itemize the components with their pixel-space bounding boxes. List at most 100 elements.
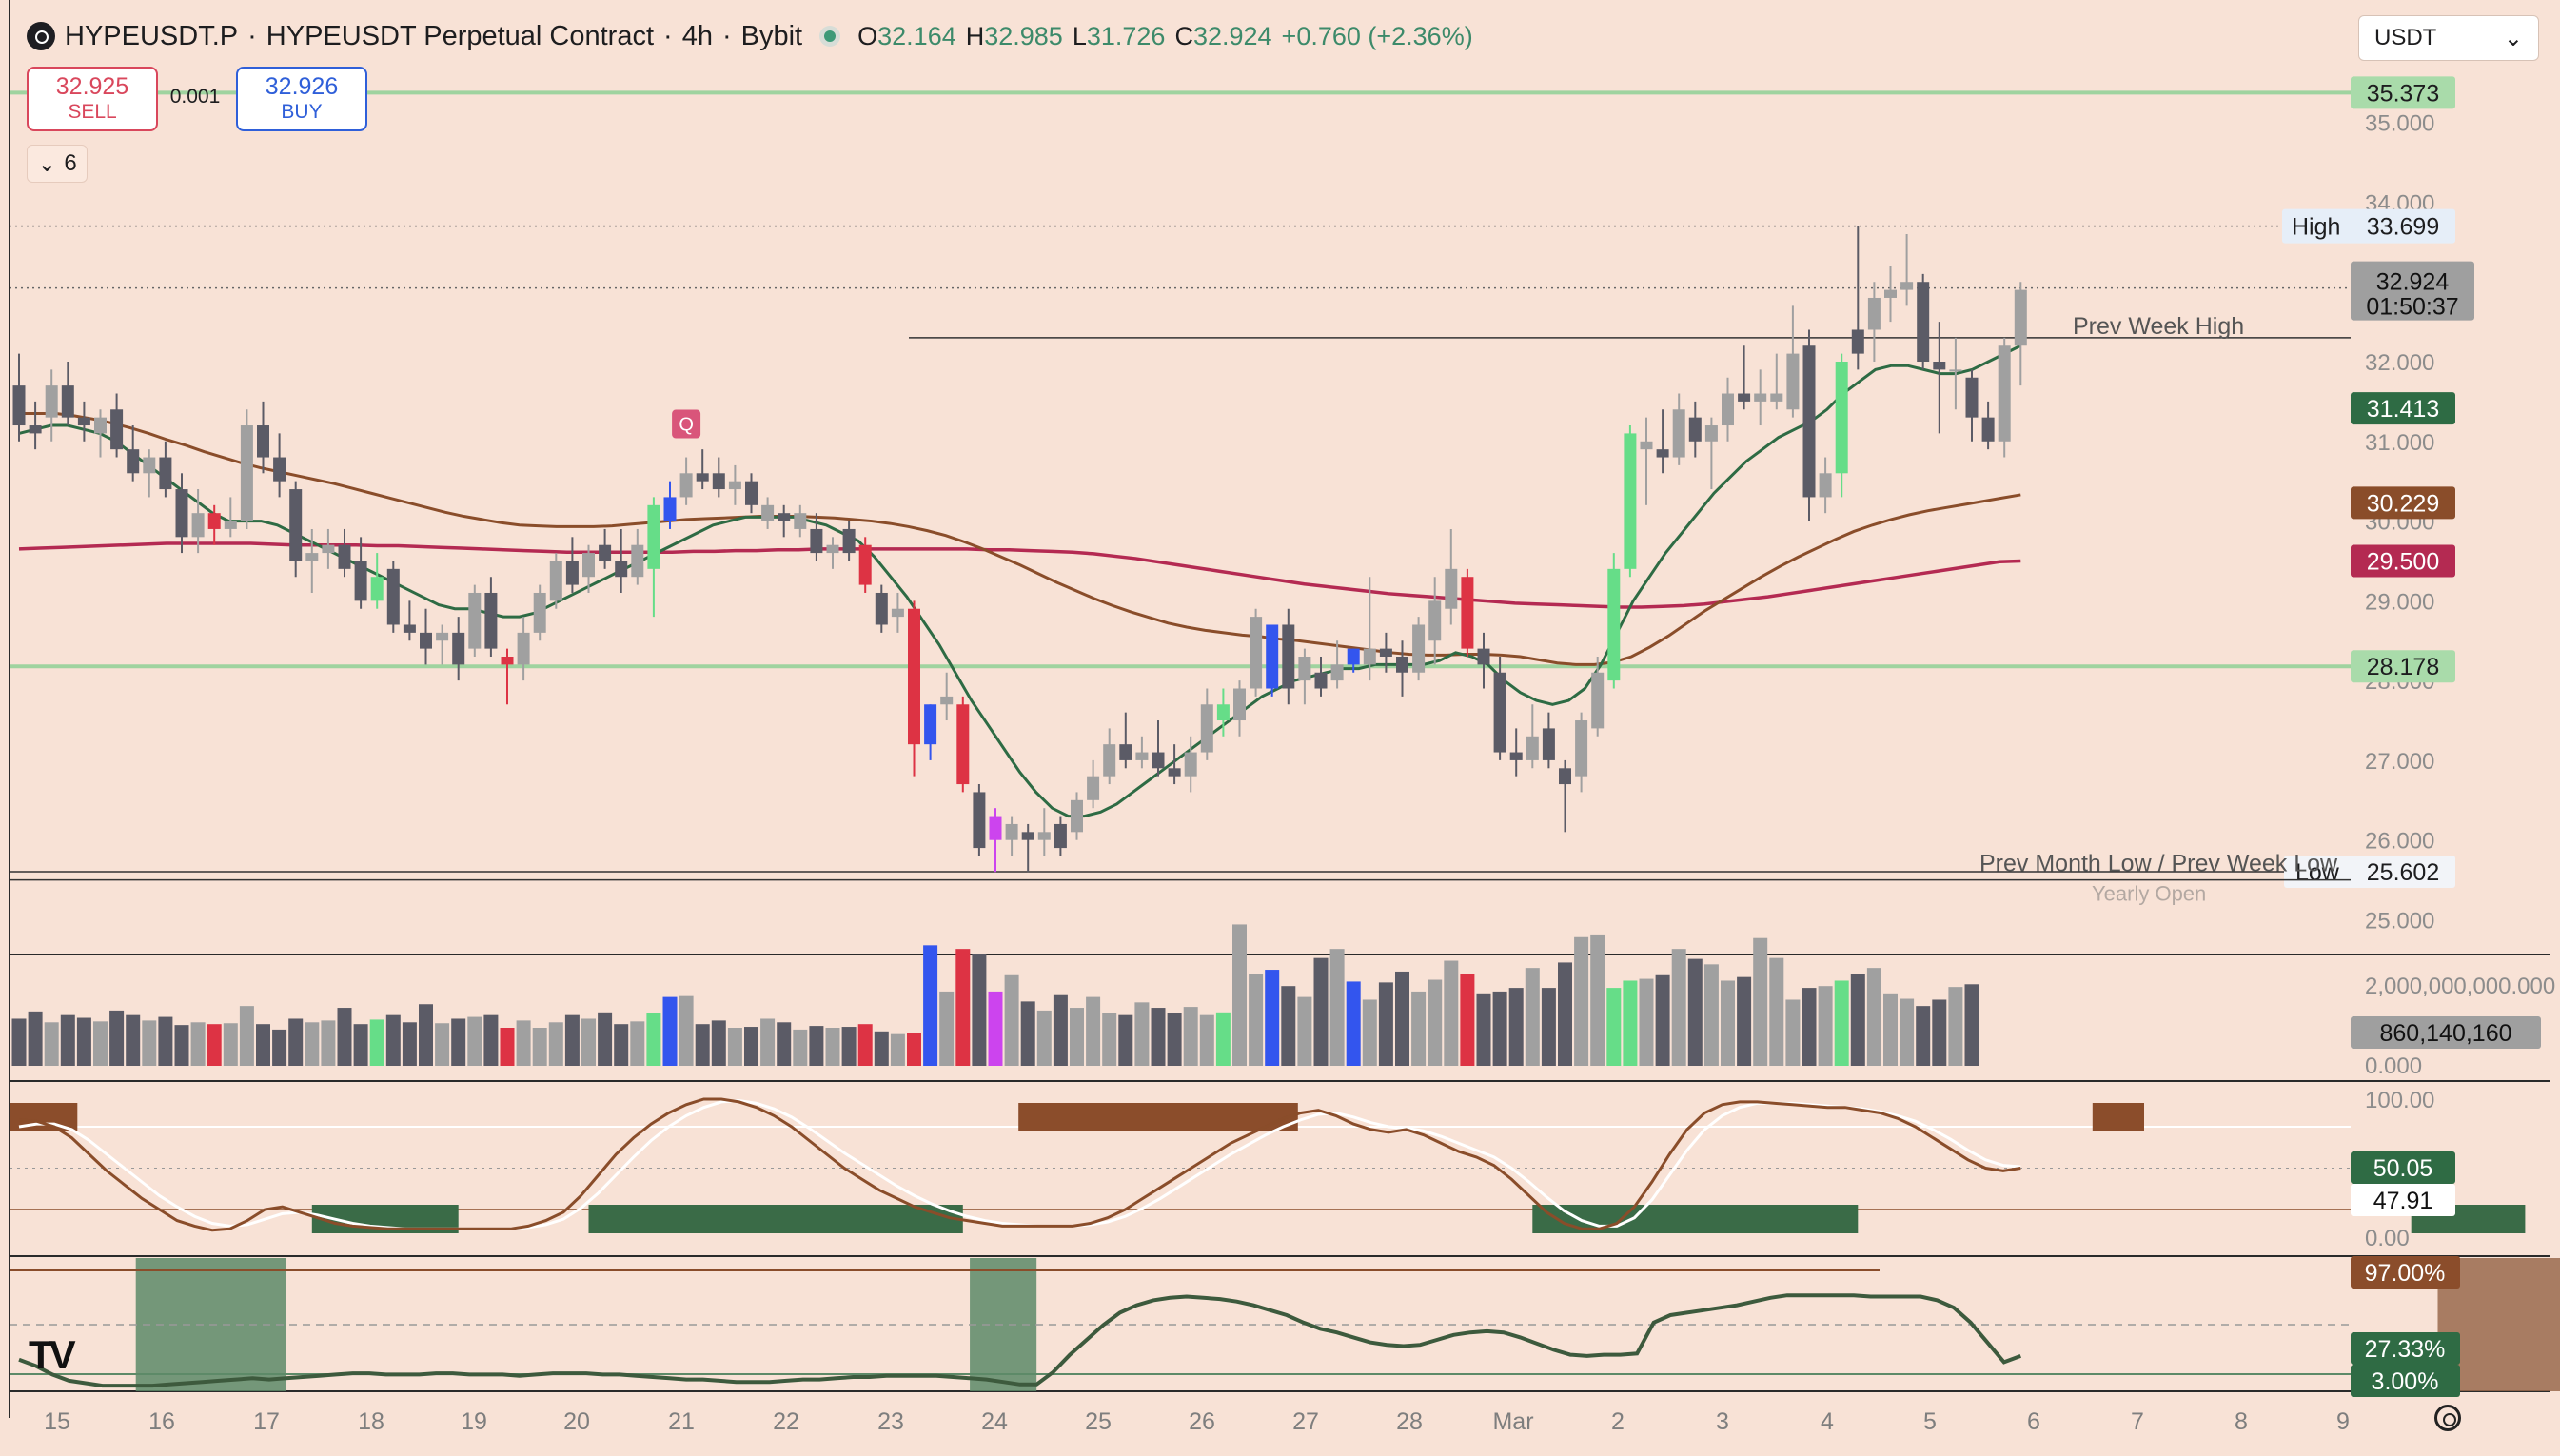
volume-bar [1444,960,1459,1066]
sell-button[interactable]: 32.925 SELL [27,67,158,131]
last-value-label: 27.33% [2365,1336,2446,1363]
volume-bar [1395,971,1409,1066]
volume-bar [11,1018,27,1066]
candle-body [386,568,400,625]
candle-body [273,457,286,482]
exchange: Bybit [740,20,803,51]
chart-header: HYPEUSDT.P · HYPEUSDT Perpetual Contract… [27,17,1473,55]
candle-body [452,632,465,665]
volume-bar [353,1024,368,1066]
x-tick-label: 5 [1923,1408,1937,1435]
overbought-zone [1018,1103,1298,1131]
x-tick-label: 23 [877,1408,904,1435]
candle-body [1347,648,1360,665]
candle-body [1917,282,1930,362]
volume-bar [923,945,938,1066]
candle-body [1184,752,1197,777]
last-price-label: 32.924 [2376,269,2450,296]
y-tick-label: 26.000 [2365,829,2434,855]
volume-bar [500,1028,515,1066]
volume-bar [190,1022,206,1066]
x-tick-label: 16 [148,1408,175,1435]
volume-bar [1916,1006,1931,1066]
lower-value-label: 3.00% [2372,1368,2439,1395]
volume-bar [93,1021,108,1066]
candle-body [484,592,498,649]
interval[interactable]: 4h [681,20,713,51]
volume-bar [1265,970,1280,1066]
volume-bar [874,1031,889,1066]
candle-body [778,513,791,521]
volume-bar [1070,1008,1084,1066]
volume-bar [1687,958,1703,1066]
symbol[interactable]: HYPEUSDT.P [65,20,239,51]
candle-body [615,561,628,578]
candle-body [1396,657,1408,673]
candle-body [1314,672,1328,689]
band-width-line [18,1293,2021,1388]
candle-body [1688,417,1702,442]
volume-bar [777,1022,792,1066]
volume-bar [564,1014,580,1066]
volume-bar [1818,986,1833,1066]
volume-value-label: 860,140,160 [2379,1020,2511,1047]
candle-body [94,417,107,434]
candle-body [12,385,26,426]
volume-bar [174,1025,189,1066]
buy-button[interactable]: 32.926 BUY [236,67,367,131]
volume-bar [1574,936,1589,1066]
volume-bar [1671,949,1686,1066]
candle-body [2014,289,2027,346]
level-name: Prev Month Low / Prev Week Low [1979,851,2338,877]
level-label-box [2351,76,2455,109]
separator: · [247,20,257,51]
x-tick-label: 21 [668,1408,695,1435]
candle-body [1379,648,1392,657]
volume-bar [972,954,987,1066]
candle-body [1770,393,1783,402]
volume-bar [1721,980,1735,1066]
level-name: Yearly Open [2092,882,2206,906]
volume-bar [1964,984,1979,1066]
change-value: +0.760 (+2.36%) [1281,21,1473,50]
candle-body [891,608,904,618]
countdown-label: 01:50:37 [2366,294,2458,321]
volume-bar [142,1020,157,1066]
buy-price: 32.926 [265,73,339,100]
volume-bar [44,1022,59,1066]
candle-body [761,504,775,521]
candle-body [1152,752,1165,769]
candle-body [1591,672,1605,729]
chevron-down-icon: ⌄ [2503,25,2523,51]
market-status-icon[interactable] [819,26,841,47]
y-tick-label: 35.000 [2365,111,2434,137]
candle-body [1542,728,1555,760]
y-tick-label: 27.000 [2365,749,2434,775]
indicators-toggle-button[interactable]: ⌄ 6 [27,145,88,183]
x-tick-label: 9 [2336,1408,2350,1435]
x-tick-label: 28 [1396,1408,1423,1435]
upper-value-label: 97.00% [2365,1260,2446,1287]
candle-body [663,497,677,521]
signal-marker-label: Q [679,415,694,436]
y-tick-label: 32.000 [2365,350,2434,376]
currency-select[interactable]: USDT ⌄ [2358,15,2539,61]
volume-bar [841,1027,857,1066]
gear-icon[interactable] [2434,1405,2461,1431]
separator: · [721,20,732,51]
ema-value-label: 31.413 [2367,396,2439,423]
level-label: 35.373 [2367,80,2439,107]
volume-bar [467,1016,482,1066]
volume-bar [630,1021,645,1066]
candle-body [1071,799,1083,833]
candle-body [1607,568,1621,681]
candle-body [973,792,986,849]
volume-bar [1590,934,1605,1066]
candle-body [1900,282,1914,290]
y-tick-label: 25.000 [2365,908,2434,934]
volume-bar [1199,1014,1214,1066]
candle-body [1509,752,1523,760]
candle-body [1216,704,1230,721]
candle-body [1266,624,1279,689]
